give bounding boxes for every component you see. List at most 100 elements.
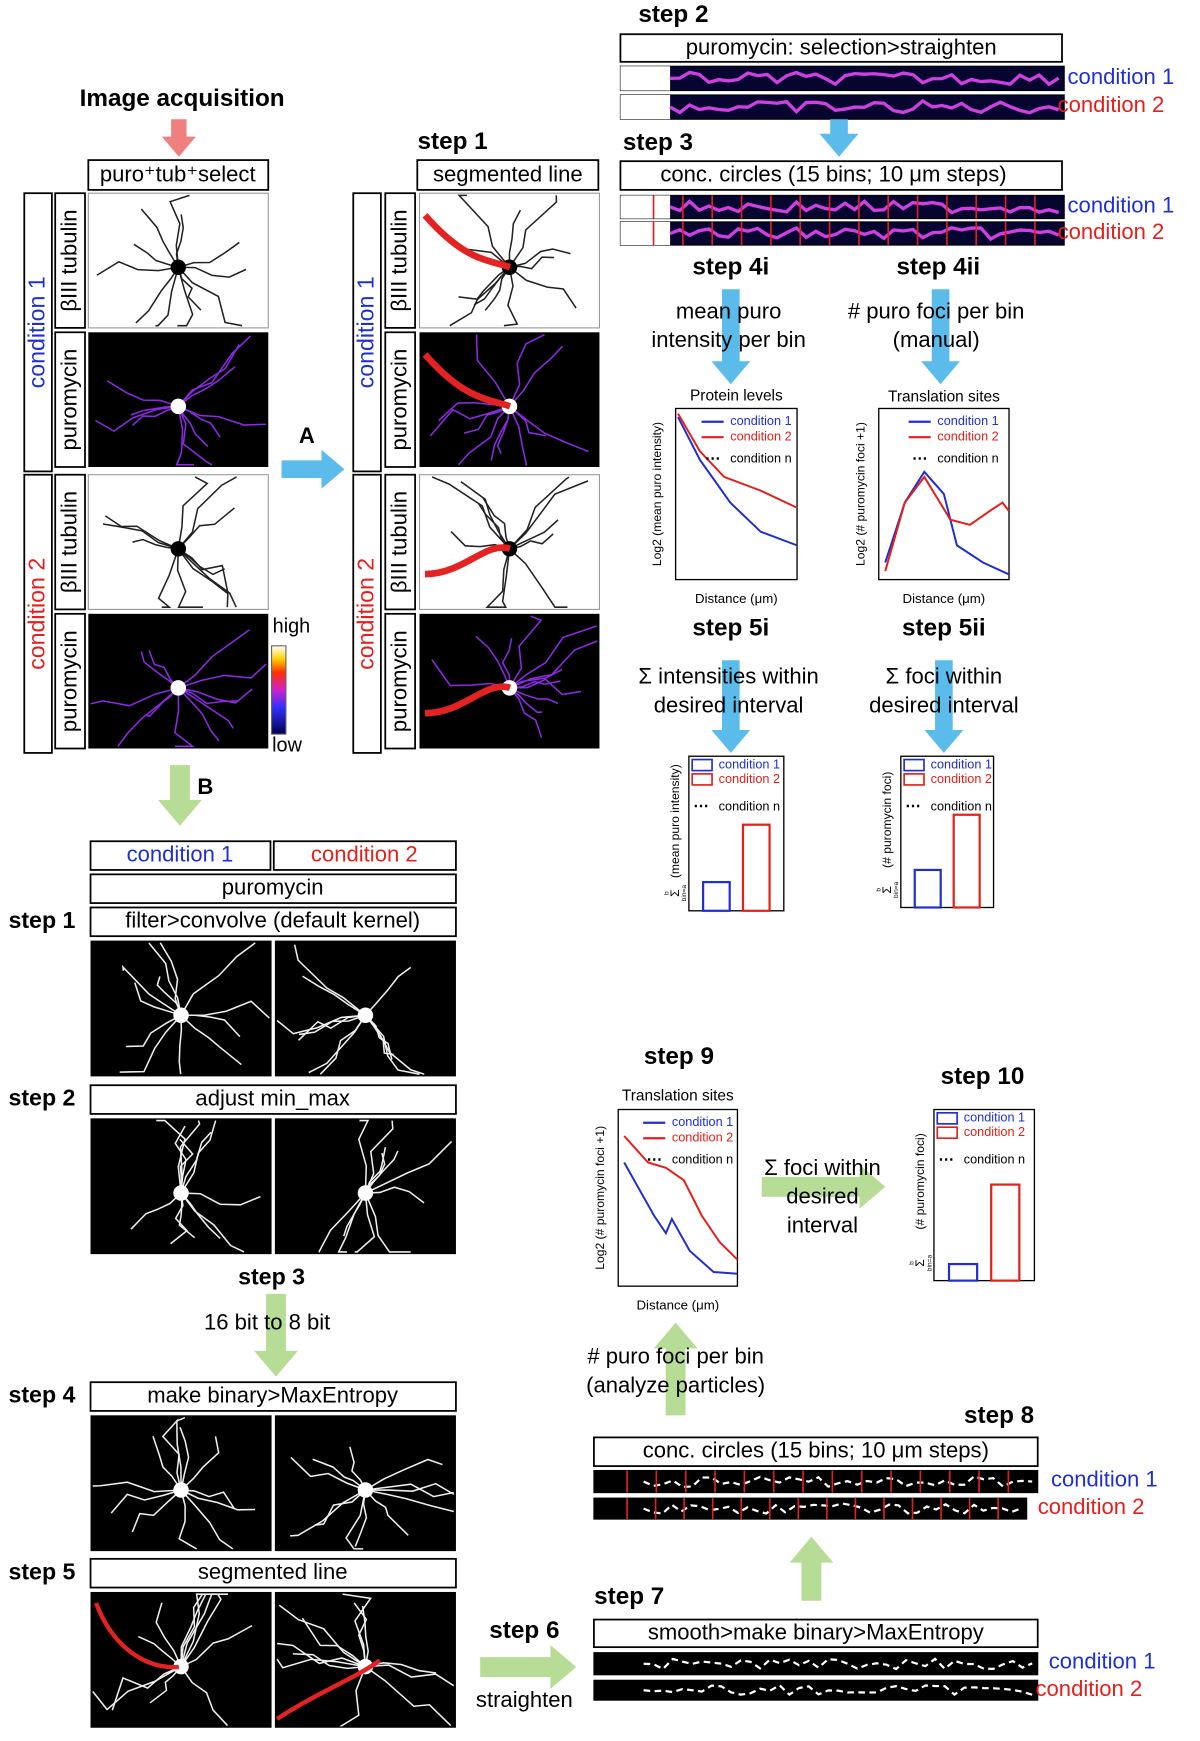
neurite [176,548,203,608]
label-box [416,159,600,191]
step-title: step 5i [692,615,769,642]
neurite [478,503,511,550]
condition-label: condition 2 [1058,92,1165,117]
soma [357,1185,374,1201]
neurite [148,942,182,1016]
condition-label: condition 2 [353,558,379,670]
step-label: 16 bit to 8 bit [204,1310,330,1335]
schematic-bar [913,868,942,909]
step-label: desired [786,1184,858,1209]
legend-label: condition n [672,1153,733,1167]
label-box [619,160,1063,191]
plot-frame [617,1108,739,1287]
legend-dots: ⋯ [905,798,920,815]
legend-dots: ⋯ [705,450,720,467]
legend-swatch [936,1111,958,1125]
neurite [156,1119,186,1194]
step-label: conc. circles (15 bins; 10 μm steps) [660,161,1006,186]
neurite [181,1014,241,1038]
step-label: puromycin: selection>straighten [686,34,997,59]
step-label: Σ foci within [764,1155,881,1180]
neurite [364,1150,399,1194]
condition-label: condition 1 [1068,64,1175,89]
label-box [87,159,270,191]
neurite [178,687,253,704]
neurite [353,1602,368,1667]
neurite [135,266,179,324]
soma [170,541,187,557]
neurite [508,333,545,407]
condition-label: condition 2 [1036,1676,1143,1701]
step-title: step 8 [964,1402,1034,1429]
neurite [429,405,510,437]
neurite [177,687,234,729]
neurite [460,481,511,550]
channel-box [54,612,86,750]
neurite [312,1458,366,1491]
neurite [175,214,185,268]
legend-label: condition n [730,452,791,466]
colorbar-label: low [272,735,302,757]
neurite [180,1436,220,1491]
channel-label: puromycin [222,875,324,900]
legend-dots: ⋯ [646,1151,661,1168]
legend-label: condition 2 [937,430,998,444]
neurite [180,1593,216,1667]
neurite [157,548,180,608]
plot-title: Protein levels [690,387,783,404]
neurite [319,1014,367,1075]
colorbar [271,645,287,735]
condition-label: condition 2 [311,841,418,866]
neurite [177,548,229,593]
neurite [96,260,179,276]
schematic-curve [623,1162,738,1275]
neurite [180,1120,217,1194]
neurite [170,1192,189,1245]
neurite [365,1482,455,1495]
schematic-curve [884,475,1010,572]
neurite [180,1593,229,1667]
axis-label: (mean puro intensity) [668,764,682,878]
legend-label: condition 1 [964,1111,1025,1125]
neurite [177,266,243,327]
neurite [177,267,194,327]
step-label: intensity per bin [651,327,806,352]
condition-label: condition 2 [1038,1494,1145,1519]
step-title: step 3 [623,129,693,156]
axis-label: (# puromycin foci) [913,1133,927,1229]
neurite [508,405,589,453]
legend-label: condition 1 [730,414,791,428]
neurite [110,1489,182,1514]
soma [173,1658,189,1675]
schematic-curve [677,413,798,509]
neurite [178,241,240,269]
neurite [149,1666,182,1704]
neurite [431,476,511,550]
legend-label: condition 1 [719,757,780,771]
neurite [509,680,561,689]
soma [173,1007,189,1024]
neurite [495,548,511,608]
step-title: step 1 [8,907,75,933]
step-label: make binary>MaxEntropy [147,1382,398,1407]
step-label: conc. circles (15 bins; 10 μm steps) [643,1438,989,1463]
legend-label: condition 2 [672,1131,733,1145]
soma [170,680,187,696]
step-title: step 5ii [902,615,986,642]
axis-label: Log2 (mean puro intensity) [650,422,664,566]
neurite [140,208,179,268]
soma [357,1007,374,1024]
dendrite-signal [643,1657,1033,1671]
neurite [343,1192,367,1237]
neurite [482,497,511,550]
neurite [508,687,543,738]
neurite [339,1666,367,1727]
neurite [458,405,511,466]
soma [357,1482,374,1498]
strip-start [620,66,671,91]
neurite [509,266,577,309]
step-title: step 5 [8,1558,75,1584]
neurite [95,405,179,433]
step-label: mean puro [676,298,781,323]
